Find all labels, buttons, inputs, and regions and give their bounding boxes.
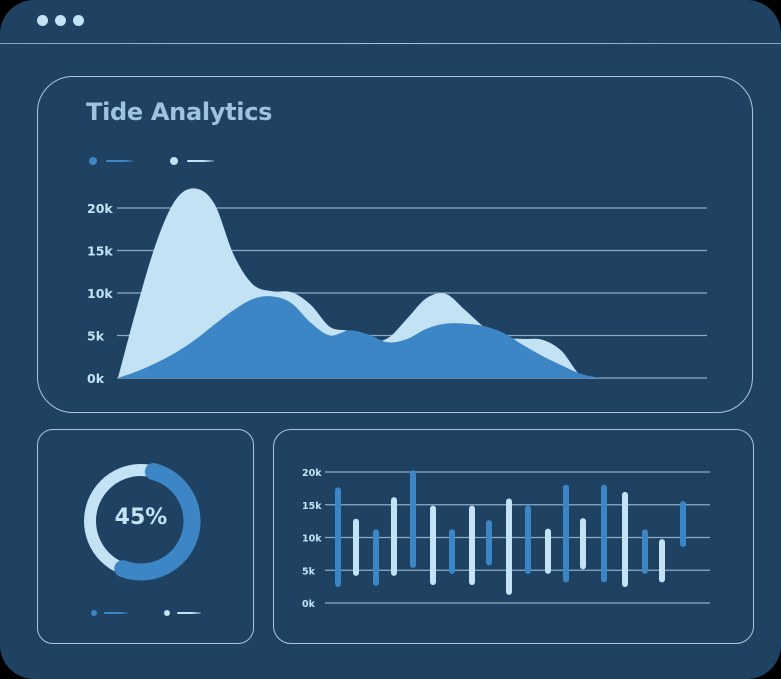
y-tick-label: 10k (302, 534, 322, 545)
area-series-dark (118, 296, 600, 378)
y-tick-label: 20k (87, 201, 113, 216)
y-tick-label: 0k (302, 599, 316, 610)
legend-dot-icon (89, 157, 97, 165)
bar-chart-panel (273, 429, 754, 644)
donut-progress-arc (114, 463, 201, 581)
donut-legend-item-dark[interactable] (91, 610, 128, 616)
legend-item-dark[interactable] (89, 157, 133, 165)
window-control-dot-icon[interactable] (73, 15, 84, 26)
donut-legend-item-light[interactable] (164, 610, 201, 616)
legend-dot-icon (170, 157, 178, 165)
y-tick-label: 5k (302, 566, 316, 577)
window-control-dot-icon[interactable] (37, 15, 48, 26)
y-tick-label: 0k (87, 371, 105, 386)
y-tick-label: 5k (87, 329, 105, 344)
titlebar-divider (0, 43, 781, 44)
legend-item-light[interactable] (170, 157, 214, 165)
legend-line-icon (177, 612, 201, 614)
legend-dot-icon (164, 610, 170, 616)
page-title: Tide Analytics (86, 98, 273, 126)
y-tick-label: 10k (87, 286, 113, 301)
area-chart-panel (37, 76, 753, 413)
legend-line-icon (106, 160, 133, 162)
y-tick-label: 15k (87, 244, 113, 259)
y-tick-label: 15k (302, 501, 322, 512)
y-tick-label: 20k (302, 468, 322, 479)
donut-chart-panel (37, 429, 254, 644)
donut-percent-label: 45% (114, 505, 168, 530)
legend-dot-icon (91, 610, 97, 616)
window-controls (37, 15, 84, 26)
legend-line-icon (104, 612, 128, 614)
legend-line-icon (187, 160, 214, 162)
window-control-dot-icon[interactable] (55, 15, 66, 26)
